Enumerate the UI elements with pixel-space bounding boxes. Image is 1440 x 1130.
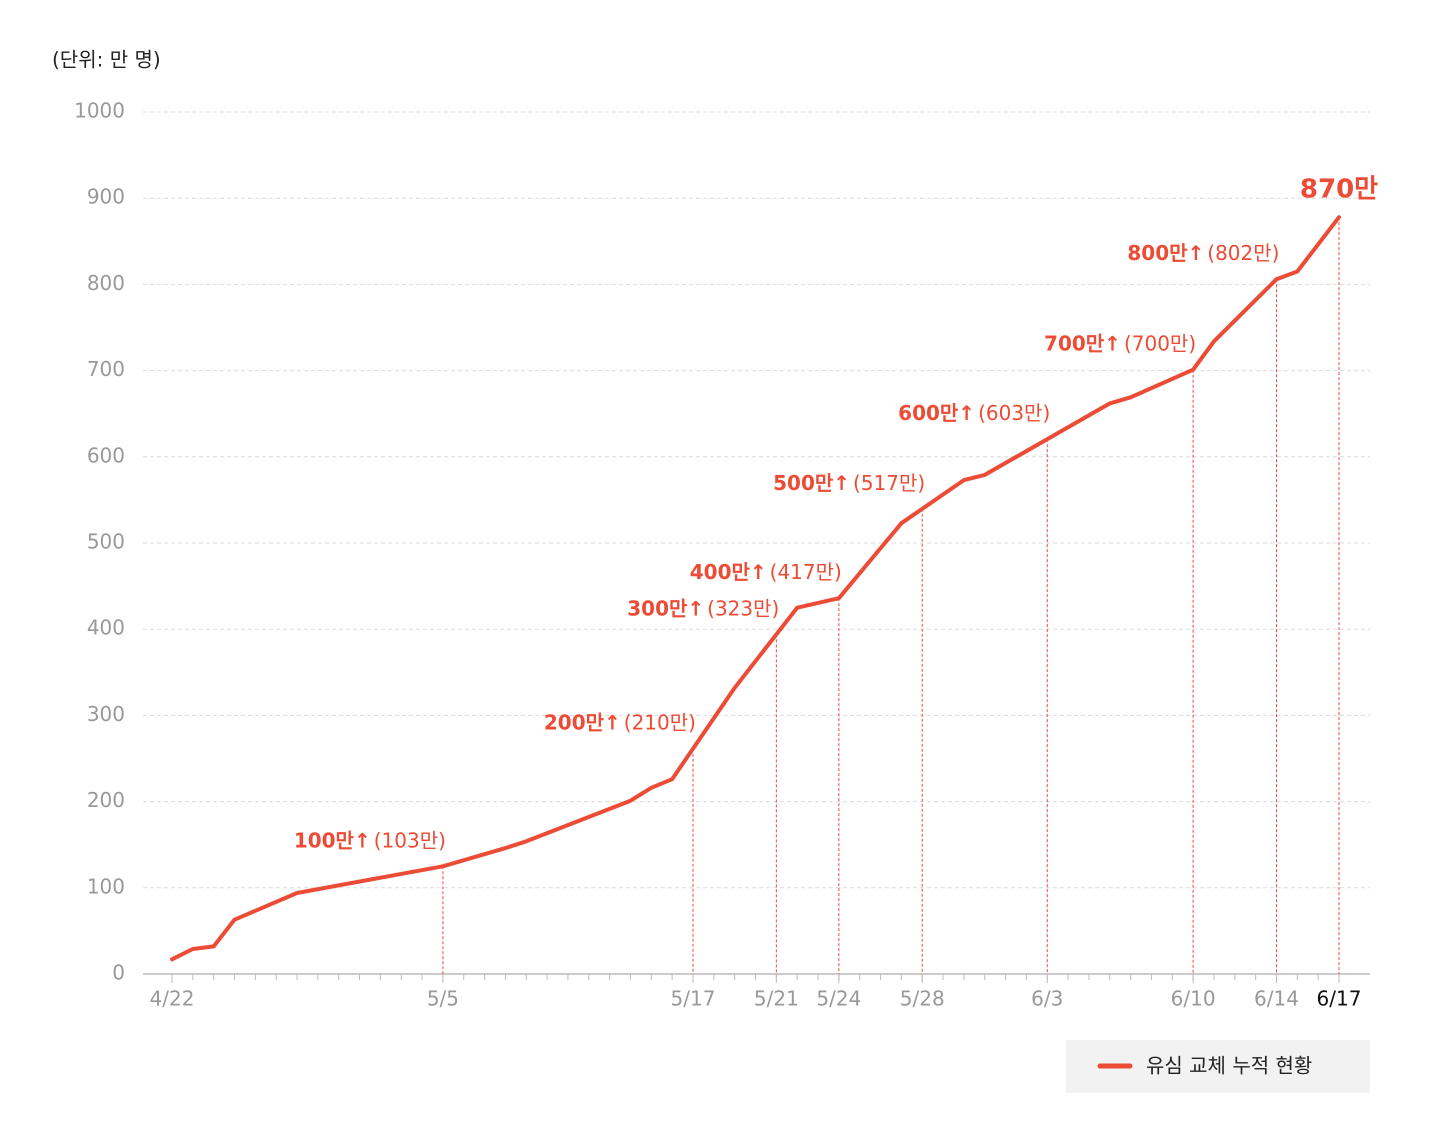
x-tick-label: 5/17: [671, 987, 716, 1011]
annotation: 300만↑ (323만): [627, 596, 779, 620]
y-tick-label: 600: [87, 443, 125, 467]
x-tick-label: 6/3: [1031, 987, 1063, 1011]
annotation-label: 600만↑: [898, 401, 975, 425]
x-tick-label: 5/5: [427, 987, 459, 1011]
y-tick-label: 1000: [74, 99, 125, 123]
annotation-label: 700만↑: [1044, 331, 1121, 355]
y-tick-label: 200: [87, 788, 125, 812]
annotation: 800만↑ (802만): [1127, 241, 1279, 265]
y-tick-label: 400: [87, 616, 125, 640]
y-tick-label: 800: [87, 271, 125, 295]
annotation-label: 400만↑: [690, 560, 767, 584]
annotation: 100만↑ (103만): [294, 828, 446, 852]
annotation: 400만↑ (417만): [690, 560, 842, 584]
y-tick-label: 300: [87, 702, 125, 726]
x-tick-label: 6/14: [1254, 987, 1299, 1011]
line: [170, 215, 1341, 962]
annotation: 700만↑ (700만): [1044, 331, 1196, 355]
unit-label: (단위: 만 명): [52, 48, 161, 72]
annotation-label: 200만↑: [544, 710, 621, 734]
annotation-label: 100만↑: [294, 828, 371, 852]
annotation-note: (210만): [624, 710, 696, 734]
annotation-note: (417만): [770, 560, 842, 584]
annotation-note: (517만): [853, 470, 925, 494]
x-tick-label: 5/28: [900, 987, 945, 1011]
x-tick-label: 5/21: [754, 987, 799, 1011]
y-tick-label: 500: [87, 530, 125, 554]
annotation-label: 870만: [1300, 175, 1378, 205]
annotation-note: (700만): [1124, 331, 1196, 355]
x-tick-label: 4/22: [150, 987, 195, 1011]
annotation: 500만↑ (517만): [773, 470, 925, 494]
x-tick-label: 6/10: [1171, 987, 1216, 1011]
annotation-note: (323만): [707, 596, 779, 620]
annotation-note: (103만): [374, 828, 446, 852]
annotation-label: 300만↑: [627, 596, 704, 620]
annotation-note: (603만): [978, 401, 1050, 425]
annotation-label: 500만↑: [773, 470, 850, 494]
y-tick-label: 900: [87, 185, 125, 209]
y-tick-label: 0: [112, 961, 125, 985]
x-tick-label: 6/17: [1317, 987, 1362, 1011]
annotation-note: (802만): [1207, 241, 1279, 265]
annotation: 600만↑ (603만): [898, 401, 1050, 425]
y-tick-label: 700: [87, 357, 125, 381]
annotation-label: 800만↑: [1127, 241, 1204, 265]
x-tick-label: 5/24: [816, 987, 861, 1011]
legend-label: 유심 교체 누적 현황: [1146, 1054, 1312, 1078]
annotation: 200만↑ (210만): [544, 710, 696, 734]
y-tick-label: 100: [87, 874, 125, 898]
